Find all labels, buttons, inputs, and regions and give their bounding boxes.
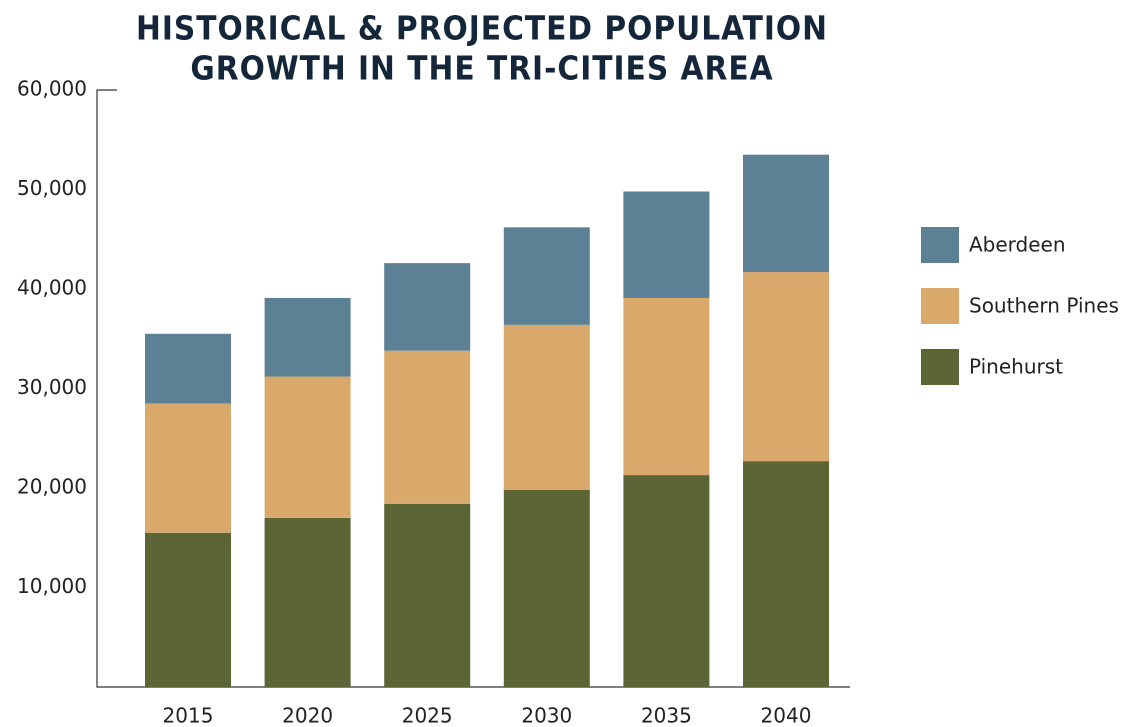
bar-segment: [743, 272, 829, 462]
bar-segment: [743, 154, 829, 273]
bar-segment: [623, 191, 710, 298]
bar-segment: [264, 517, 351, 687]
bar-segment: [264, 297, 351, 377]
axis: [96, 89, 850, 688]
legend-label: Pinehurst: [969, 355, 1063, 379]
y-tick-label: 20,000: [17, 475, 87, 499]
chart-title: GROWTH IN THE TRI-CITIES AREA: [190, 49, 773, 88]
bar-segment: [145, 333, 231, 404]
bar-segment: [503, 324, 590, 490]
y-tick-label: 40,000: [17, 276, 87, 300]
x-tick-label: 2035: [641, 704, 692, 727]
x-tick-label: 2020: [282, 704, 333, 727]
x-tick-label: 2015: [163, 704, 214, 727]
bar-segment: [145, 403, 231, 533]
x-tick-label: 2025: [402, 704, 453, 727]
bar-segment: [503, 489, 590, 687]
bar-segment: [264, 376, 351, 518]
bar-segment: [384, 503, 471, 687]
legend-swatch: [921, 349, 959, 385]
y-tick-label: 50,000: [17, 176, 87, 200]
legend-label: Aberdeen: [969, 233, 1066, 257]
legend-label: Southern Pines: [969, 294, 1119, 318]
bar-segment: [623, 475, 710, 687]
x-tick-label: 2040: [761, 704, 812, 727]
y-tick-label: 30,000: [17, 375, 87, 399]
bar-segment: [384, 350, 471, 504]
bar-segment: [623, 297, 710, 476]
y-tick-label: 60,000: [17, 77, 87, 101]
x-tick-label: 2030: [521, 704, 572, 727]
chart-title: HISTORICAL & PROJECTED POPULATION: [136, 9, 828, 48]
bar-segment: [503, 227, 590, 325]
bar-segment: [145, 532, 231, 687]
legend-swatch: [921, 227, 959, 263]
bar-segment: [743, 461, 829, 687]
y-tick-label: 10,000: [17, 574, 87, 598]
bar-segment: [384, 263, 471, 351]
legend-swatch: [921, 288, 959, 324]
